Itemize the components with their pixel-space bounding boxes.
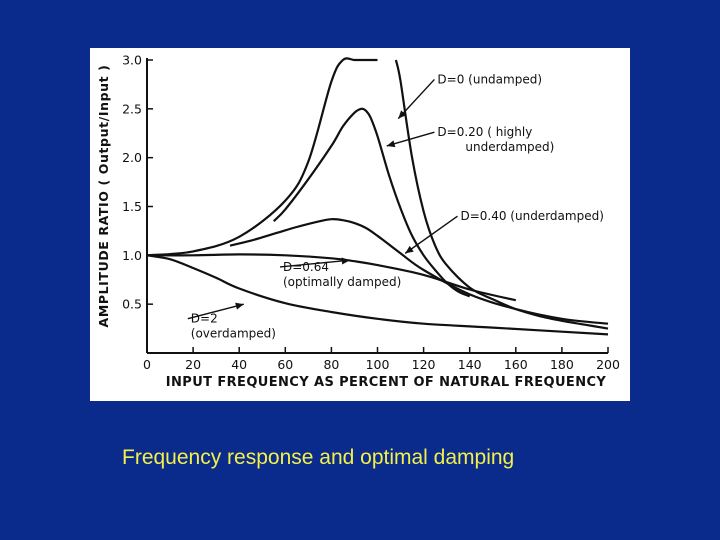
series-line-d-0-40 (229, 218, 609, 325)
annotation-arrow (386, 131, 435, 147)
annotation-layer: D=0 (undamped) D=0.20 ( highly underdamped… (187, 72, 604, 341)
y-tick-label: 1.5 (122, 199, 142, 214)
x-tick-label: 0 (143, 357, 151, 372)
y-tick-label: 0.5 (122, 297, 142, 312)
annotation-line: D=2 (191, 312, 218, 326)
x-tick-label: 80 (323, 357, 339, 372)
annotation-line: underdamped) (465, 140, 554, 154)
series-layer (146, 57, 609, 336)
annotation-arrowhead (386, 140, 396, 148)
series-line-d-2 (146, 254, 609, 336)
annotation-arrow (187, 303, 244, 320)
annotation-arrowhead (235, 302, 244, 310)
series-line-d-0 (146, 57, 378, 257)
frequency-response-chart: 0 20 40 60 80 100 120 140 160 180 200 3.0 2.5 2.0 1.5 1… (96, 53, 620, 391)
annotation-label: D=0.20 ( highly underdamped) (437, 125, 554, 154)
annotation-line: (optimally damped) (283, 275, 401, 289)
x-tick-label: 140 (458, 357, 482, 372)
annotation-arrow (279, 259, 350, 268)
plot-axes: 0 20 40 60 80 100 120 140 160 180 200 3.0 2.5 2.0 1.5 1… (122, 53, 620, 373)
y-tick-label: 2.0 (122, 150, 142, 165)
annotation-label: D=0 (undamped) (437, 72, 542, 86)
x-tick-label: 40 (231, 357, 247, 372)
y-axis-label: AMPLITUDE RATIO ( Output/Input ) (96, 65, 111, 328)
annotation-arrow (404, 215, 458, 254)
y-tick-label: 2.5 (122, 101, 142, 116)
x-axis-label: INPUT FREQUENCY AS PERCENT OF NATURAL FR… (166, 375, 607, 390)
y-tick-label: 1.0 (122, 248, 142, 263)
x-tick-label: 180 (550, 357, 574, 372)
slide-caption: Frequency response and optimal damping (122, 446, 515, 469)
annotation-line: D=0.20 ( highly (437, 125, 532, 139)
series-line-d-0-20 (273, 107, 471, 298)
x-tick-label: 120 (412, 357, 436, 372)
annotation-line: D=0.40 (underdamped) (460, 209, 603, 223)
y-tick-label: 3.0 (122, 53, 142, 68)
x-tick-label: 100 (366, 357, 390, 372)
annotation-arrowhead (398, 110, 407, 119)
chart-panel: 0 20 40 60 80 100 120 140 160 180 200 3.0 2.5 2.0 1.5 1… (90, 48, 630, 401)
annotation-line: D=0.64 (283, 260, 329, 274)
annotation-line: D=0 (undamped) (437, 72, 542, 86)
x-tick-label: 20 (185, 357, 201, 372)
annotation-arrowhead (341, 257, 350, 265)
annotation-label: D=0.40 (underdamped) (460, 209, 603, 223)
annotation-arrowhead (405, 245, 414, 254)
series-line-d-0 (394, 59, 609, 330)
x-tick-label: 60 (277, 357, 293, 372)
annotation-arrow (397, 78, 435, 120)
x-tick-label: 160 (504, 357, 528, 372)
annotation-label: D=2 (overdamped) (191, 312, 276, 341)
annotation-line: (overdamped) (191, 327, 276, 341)
x-tick-label: 200 (596, 357, 620, 372)
